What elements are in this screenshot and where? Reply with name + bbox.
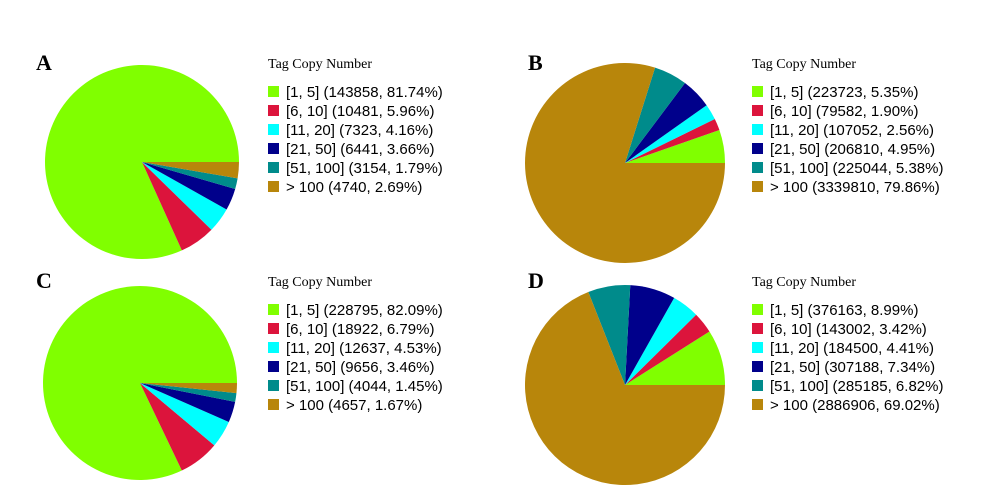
legend-entry: [11, 20] (184500, 4.41%) xyxy=(770,340,934,357)
legend-swatch xyxy=(752,323,763,334)
pie-slice xyxy=(42,286,238,480)
pie-slice xyxy=(142,162,238,189)
pie-slice xyxy=(625,119,720,163)
legend-entry: [51, 100] (285185, 6.82%) xyxy=(770,378,943,395)
panel-label: B xyxy=(528,50,543,75)
pie-slice xyxy=(525,291,725,486)
legend-swatch xyxy=(268,143,279,154)
pie-slice xyxy=(625,331,725,385)
pie-slice xyxy=(142,162,212,251)
legend-entry: [6, 10] (143002, 3.42%) xyxy=(770,321,927,338)
legend-entry: [51, 100] (4044, 1.45%) xyxy=(286,378,443,395)
legend-entry: [1, 5] (223723, 5.35%) xyxy=(770,84,918,101)
legend-swatch xyxy=(268,181,279,192)
legend-swatch xyxy=(268,342,279,353)
pie-slice xyxy=(525,63,725,263)
legend-swatch xyxy=(752,86,763,97)
legend-entry: [1, 5] (228795, 82.09%) xyxy=(286,302,443,319)
legend-entry: > 100 (2886906, 69.02%) xyxy=(770,397,940,414)
legend-swatch xyxy=(752,124,763,135)
legend-entry: [11, 20] (7323, 4.16%) xyxy=(286,122,433,139)
legend-swatch xyxy=(268,86,279,97)
legend-swatch xyxy=(268,124,279,135)
legend-entry: [21, 50] (307188, 7.34%) xyxy=(770,359,935,376)
pie-slice xyxy=(625,285,675,385)
pie-slice xyxy=(142,162,236,210)
legend-entry: [11, 20] (12637, 4.53%) xyxy=(286,340,442,357)
pie-slice xyxy=(625,314,710,385)
legend-swatch xyxy=(268,380,279,391)
legend-entry: [11, 20] (107052, 2.56%) xyxy=(770,122,934,139)
legend-swatch xyxy=(752,361,763,372)
pie-slice xyxy=(625,82,707,163)
pie-slice xyxy=(588,285,631,385)
legend-entry: > 100 (3339810, 79.86%) xyxy=(770,179,940,196)
legend-entry: [6, 10] (18922, 6.79%) xyxy=(286,321,434,338)
legend-entry: [1, 5] (143858, 81.74%) xyxy=(286,84,443,101)
legend-swatch xyxy=(752,181,763,192)
pie-slice xyxy=(140,383,229,446)
legend-entry: [21, 50] (9656, 3.46%) xyxy=(286,359,434,376)
legend-entry: > 100 (4740, 2.69%) xyxy=(286,179,422,196)
pie-slice xyxy=(140,383,215,471)
panel-label: A xyxy=(36,50,52,75)
pie-slice xyxy=(625,297,697,385)
legend-entry: [6, 10] (79582, 1.90%) xyxy=(770,103,918,120)
pie-slice xyxy=(142,162,227,230)
legend-swatch xyxy=(752,162,763,173)
legend-swatch xyxy=(268,361,279,372)
legend-entry: [6, 10] (10481, 5.96%) xyxy=(286,103,434,120)
legend-swatch xyxy=(268,323,279,334)
legend-entry: [51, 100] (225044, 5.38%) xyxy=(770,160,943,177)
legend-entry: [21, 50] (206810, 4.95%) xyxy=(770,141,935,158)
legend-entry: > 100 (4657, 1.67%) xyxy=(286,397,422,414)
panel-label: C xyxy=(36,268,52,293)
legend-entry: [51, 100] (3154, 1.79%) xyxy=(286,160,443,177)
legend-swatch xyxy=(752,143,763,154)
legend-title: Tag Copy Number xyxy=(268,275,372,290)
pie-slice xyxy=(142,162,239,179)
panel-label: D xyxy=(528,268,544,293)
legend-entry: [21, 50] (6441, 3.66%) xyxy=(286,141,434,158)
legend-swatch xyxy=(268,105,279,116)
legend-title: Tag Copy Number xyxy=(752,57,856,72)
legend-swatch xyxy=(752,380,763,391)
legend-swatch xyxy=(268,304,279,315)
pie-slice xyxy=(625,105,715,163)
pie-slice xyxy=(140,383,237,394)
legend-swatch xyxy=(752,342,763,353)
legend-swatch xyxy=(752,399,763,410)
pie-slice xyxy=(140,383,236,422)
legend-swatch xyxy=(268,399,279,410)
legend-entry: [1, 5] (376163, 8.99%) xyxy=(770,302,918,319)
legend-swatch xyxy=(752,304,763,315)
pie-slice xyxy=(625,130,725,163)
legend-title: Tag Copy Number xyxy=(268,57,372,72)
pie-slice xyxy=(140,383,237,402)
legend-swatch xyxy=(268,162,279,173)
legend-title: Tag Copy Number xyxy=(752,275,856,290)
legend-swatch xyxy=(752,105,763,116)
pie-slice xyxy=(625,67,685,163)
